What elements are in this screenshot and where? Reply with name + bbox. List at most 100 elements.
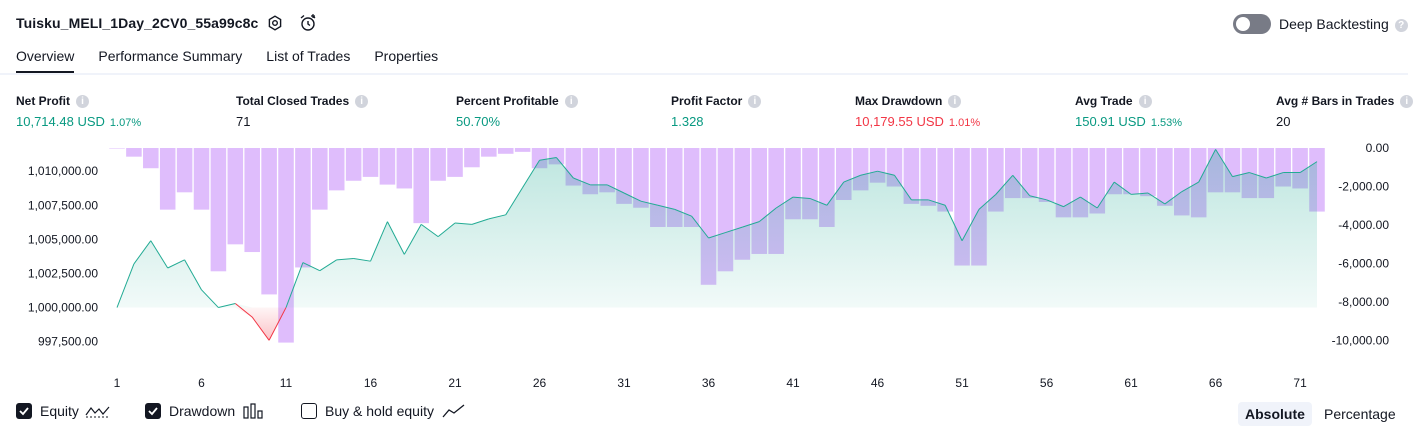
- drawdown-bar: [312, 148, 328, 210]
- equity-line-segment: [184, 259, 202, 291]
- drawdown-bar: [582, 148, 599, 195]
- checkbox-checked-icon: [145, 403, 161, 419]
- metric-net-profit: Net Profit i 10,714.48 USD 1.07%: [16, 94, 142, 130]
- checkbox-checked-icon: [16, 403, 32, 419]
- help-icon[interactable]: i: [1138, 95, 1152, 109]
- x-axis-tick-label: 56: [1040, 376, 1054, 390]
- x-axis-tick-label: 31: [617, 376, 631, 390]
- equity-line-segment: [1232, 172, 1250, 178]
- equity-line-segment: [420, 223, 439, 238]
- equity-line-segment: [894, 174, 912, 201]
- equity-line-segment: [1164, 191, 1183, 205]
- equity-line-segment: [657, 204, 675, 210]
- x-axis-tick-label: 46: [871, 376, 885, 390]
- drawdown-bar: [481, 148, 497, 157]
- drawdown-bar: [143, 148, 159, 169]
- drawdown-bar: [666, 148, 683, 227]
- drawdown-bar: [514, 148, 531, 152]
- x-axis-tick-label: 6: [198, 376, 205, 390]
- drawdown-bar: [1106, 148, 1122, 195]
- settings-icon[interactable]: [264, 12, 286, 34]
- buy-hold-equity-checkbox[interactable]: Buy & hold equity: [301, 403, 466, 419]
- equity-line-segment: [370, 221, 388, 262]
- right-axis-tick-label: -6,000.00: [1338, 257, 1389, 271]
- equity-line-segment: [961, 209, 980, 241]
- equity-line-segment: [488, 214, 506, 220]
- tab-overview[interactable]: Overview: [16, 48, 75, 74]
- x-axis-tick-label: 41: [786, 376, 800, 390]
- equity-loss-area: [117, 307, 1317, 341]
- equity-line-segment: [877, 170, 895, 176]
- equity-line-segment: [725, 226, 743, 234]
- equity-line-segment: [522, 160, 540, 188]
- x-axis-tick-label: 26: [533, 376, 547, 390]
- absolute-button[interactable]: Absolute: [1238, 402, 1312, 426]
- equity-line-segment: [167, 259, 185, 269]
- tab-performance-summary[interactable]: Performance Summary: [98, 48, 243, 64]
- tab-divider: [0, 73, 1408, 75]
- x-axis-tick-label: 61: [1124, 376, 1138, 390]
- equity-line-segment: [809, 197, 828, 206]
- equity-line-segment: [336, 257, 354, 261]
- equity-line-segment: [674, 208, 692, 217]
- help-icon[interactable]: i: [1400, 95, 1414, 109]
- drawdown-bar: [379, 148, 396, 185]
- tab-bar: Overview Performance Summary List of Tra…: [16, 48, 462, 74]
- tab-list-of-trades[interactable]: List of Trades: [266, 48, 351, 64]
- drawdown-bar: [210, 148, 227, 272]
- drawdown-bar: [328, 148, 345, 191]
- drawdown-checkbox[interactable]: Drawdown: [145, 403, 265, 419]
- equity-line-segment: [1131, 192, 1149, 195]
- equity-line-segment: [218, 302, 236, 309]
- metric-profit-factor: Profit Factor i 1.328: [671, 94, 762, 129]
- equity-line-segment: [1299, 161, 1318, 173]
- metric-percent-profitable: Percent Profitable i 50.70%: [456, 94, 578, 129]
- drawdown-bar: [1140, 148, 1156, 197]
- deep-backtesting-toggle[interactable]: [1233, 14, 1271, 34]
- x-axis-tick-label: 1: [114, 376, 121, 390]
- equity-line-segment: [708, 232, 726, 239]
- equity-checkbox[interactable]: Equity: [16, 403, 111, 419]
- equity-line-segment: [623, 192, 642, 202]
- drawdown-bar: [633, 148, 649, 208]
- equity-line-segment: [1080, 196, 1098, 209]
- equity-line-segment: [403, 224, 422, 255]
- equity-line-segment: [640, 200, 658, 206]
- help-icon[interactable]: i: [355, 95, 369, 109]
- drawdown-bar: [413, 148, 429, 224]
- metric-max-drawdown: Max Drawdown i 10,179.55 USD 1.01%: [855, 94, 981, 130]
- left-axis-tick-label: 1,000,000.00: [28, 301, 98, 315]
- drawdown-bar: [1021, 148, 1038, 199]
- help-icon[interactable]: i: [76, 95, 89, 109]
- help-icon[interactable]: i: [564, 95, 578, 109]
- equity-line-segment: [539, 157, 557, 161]
- drawdown-bar: [109, 148, 125, 149]
- help-icon[interactable]: i: [748, 95, 762, 109]
- drawdown-bar: [937, 148, 953, 212]
- equity-line-segment: [1029, 195, 1047, 201]
- drawdown-bar: [464, 148, 480, 168]
- x-axis-tick-label: 16: [364, 376, 378, 390]
- drawdown-bar: [683, 148, 700, 227]
- equity-line-segment: [843, 174, 861, 183]
- equity-line-segment: [1215, 149, 1233, 177]
- drawdown-bars-icon: [243, 403, 263, 419]
- equity-area: [117, 149, 1317, 308]
- right-axis-tick-label: -4,000.00: [1338, 218, 1389, 232]
- tab-properties[interactable]: Properties: [374, 48, 439, 64]
- checkbox-unchecked-icon: [301, 403, 317, 419]
- help-icon[interactable]: i: [948, 95, 962, 109]
- percentage-button[interactable]: Percentage: [1324, 406, 1396, 422]
- metric-total-closed-trades: Total Closed Trades i 71: [236, 94, 369, 129]
- equity-line-segment: [860, 170, 878, 176]
- equity-line-segment: [386, 221, 405, 255]
- drawdown-bar: [345, 148, 362, 181]
- drawdown-bar: [278, 148, 294, 343]
- equity-line-segment: [1096, 181, 1115, 209]
- equity-line-segment: [742, 221, 760, 228]
- help-icon[interactable]: ?: [1394, 18, 1408, 32]
- equity-line-segment: [775, 196, 794, 209]
- add-alert-icon[interactable]: [297, 12, 319, 34]
- equity-line-segment: [978, 193, 997, 210]
- equity-line-segment: [505, 187, 524, 216]
